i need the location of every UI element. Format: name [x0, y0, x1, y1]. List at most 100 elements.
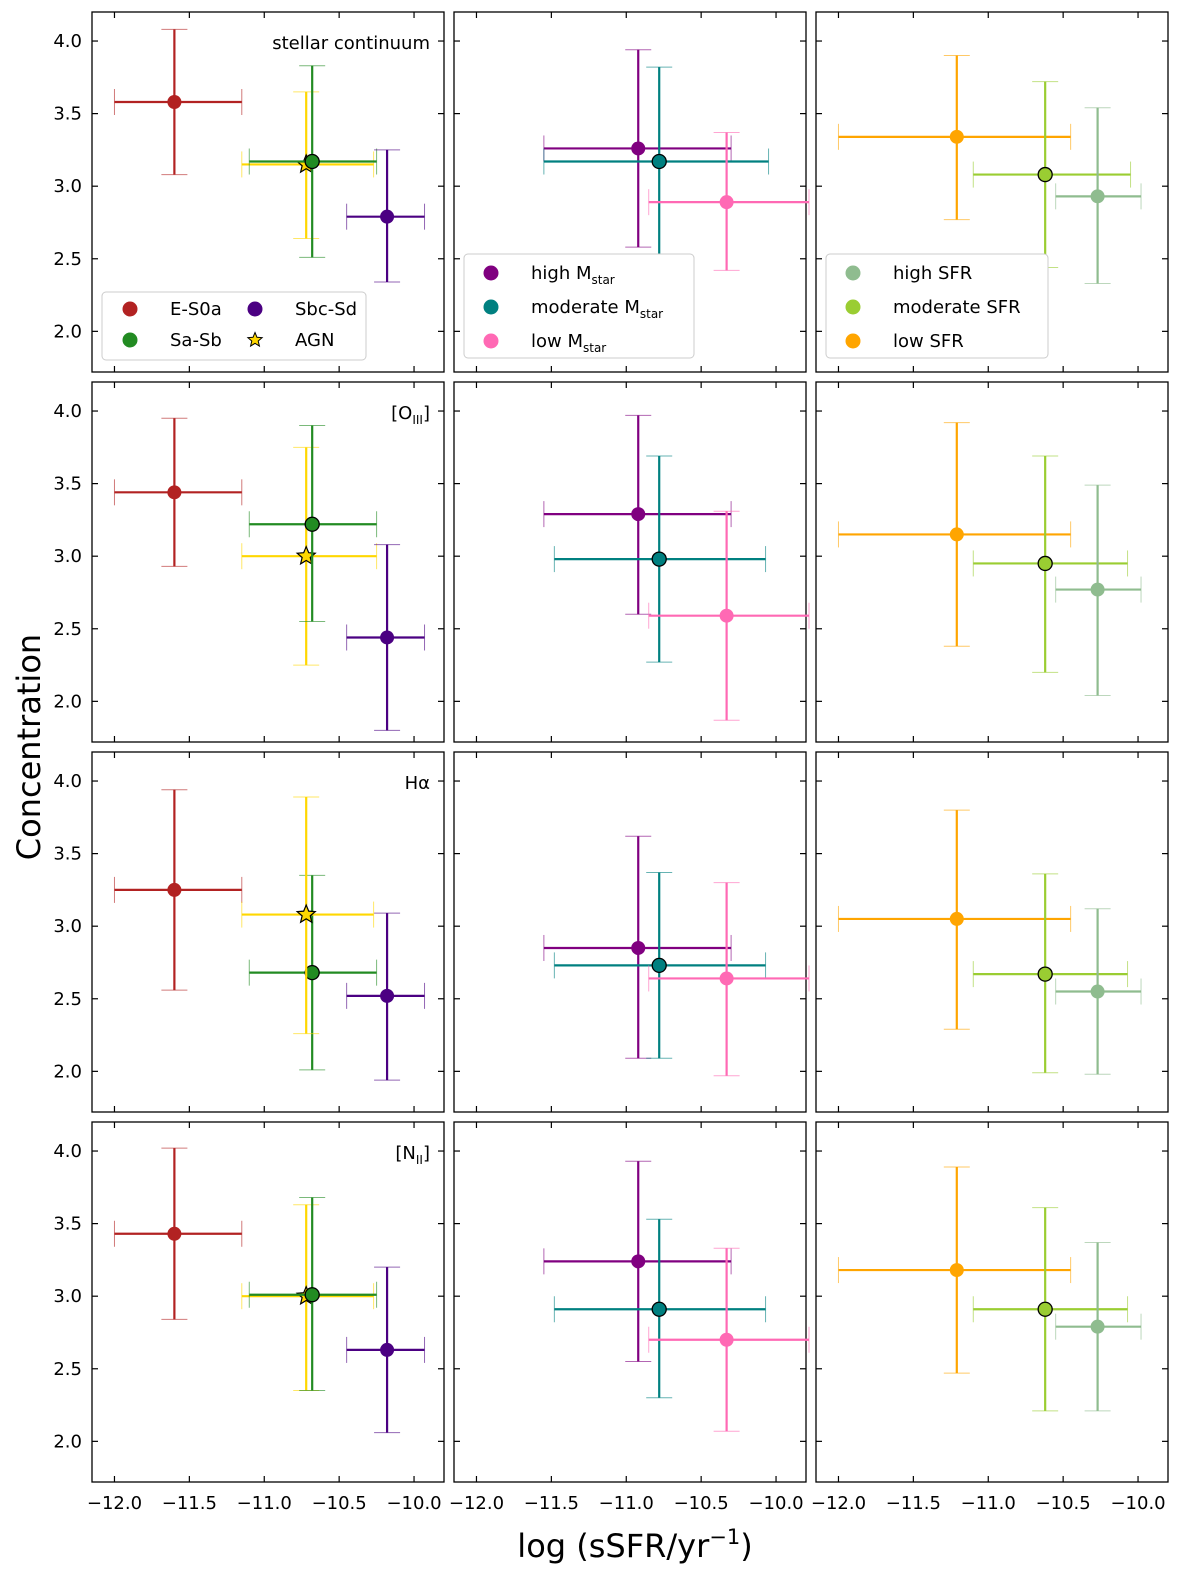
- x-tick-label: −10.5: [674, 1493, 729, 1514]
- x-tick-label: −11.5: [524, 1493, 579, 1514]
- legend-label-main: low M: [531, 331, 583, 352]
- legend-item-low_mstar: low Mstar: [483, 331, 606, 355]
- marker-circle: [949, 527, 964, 542]
- marker-circle: [719, 608, 734, 623]
- data-point-high_sfr: [1055, 107, 1142, 284]
- data-point-high_sfr: [1055, 908, 1142, 1075]
- marker-circle: [631, 940, 646, 955]
- row-label-main: [N: [395, 1143, 416, 1164]
- legend-label: Sbc-Sd: [295, 299, 357, 320]
- legend-label-main: high SFR: [893, 263, 972, 284]
- marker-circle: [167, 485, 182, 500]
- panel-frame: [91, 751, 445, 1113]
- row-label-close: ]: [423, 1143, 430, 1164]
- marker-circle: [167, 1226, 182, 1241]
- panel-r1-c1: 2.0 2.5 3.0 3.5 4.0 stellar continuum E-S0a Sbc…: [53, 11, 445, 373]
- data-point-moderate_mstar: [553, 455, 767, 663]
- legend-item-Sbc-Sd: Sbc-Sd: [247, 299, 357, 320]
- legend-marker: [483, 265, 499, 281]
- legend-marker: [845, 299, 861, 315]
- legend-item-AGN: AGN: [246, 330, 334, 351]
- data-point-Sbc-Sd: [346, 1266, 426, 1434]
- panel-r3-c2: [453, 751, 810, 1113]
- legend-morph: E-S0a Sbc-Sd Sa-Sb AGN: [101, 291, 367, 361]
- data-point-E-S0a: [113, 1147, 243, 1320]
- marker-star: [295, 903, 317, 924]
- marker-circle: [719, 1332, 734, 1347]
- legend-item-moderate_mstar: moderate Mstar: [483, 297, 663, 321]
- legend-label-main: low SFR: [893, 331, 964, 352]
- x-tick-label: −11.0: [599, 1493, 654, 1514]
- legend-label-sub: star: [592, 273, 615, 287]
- y-axis-label: Concentration: [10, 634, 48, 860]
- panel-r3-c3: [815, 751, 1169, 1113]
- panel-frame: [91, 11, 445, 373]
- data-point-low_sfr: [837, 55, 1072, 221]
- panel-frame: [453, 1121, 807, 1483]
- marker-circle: [651, 551, 667, 567]
- x-axis-label-exponent: −1: [709, 1525, 740, 1549]
- legend-frame: [101, 291, 367, 361]
- data-point-low_sfr: [837, 1166, 1072, 1374]
- x-tick-label: −10.0: [748, 1493, 803, 1514]
- legend-label: E-S0a: [170, 299, 222, 320]
- data-point-low_sfr: [837, 422, 1072, 647]
- y-tick-label: 2.0: [53, 1431, 82, 1452]
- data-point-Sbc-Sd: [346, 912, 426, 1081]
- x-tick-label: −12.0: [811, 1493, 866, 1514]
- row-label-main: Hα: [405, 773, 430, 794]
- panel-r2-c1: 2.0 2.5 3.0 3.5 4.0 [OIII]: [53, 381, 445, 743]
- y-tick-label: 2.5: [53, 619, 82, 640]
- panel-frame: [815, 11, 1169, 373]
- panel-r1-c3: high SFR moderate SFR low SFR: [815, 11, 1169, 373]
- legend-label-main: moderate SFR: [893, 297, 1021, 318]
- y-tick-label: 4.0: [53, 31, 82, 52]
- marker-circle: [304, 516, 320, 532]
- x-axis-label-close: ): [740, 1527, 752, 1565]
- marker-circle: [1037, 555, 1053, 572]
- legend-marker-star: [246, 331, 264, 348]
- legend-item-moderate_sfr: moderate SFR: [845, 297, 1021, 318]
- data-point-low_mstar: [648, 131, 810, 271]
- legend-label: high SFR: [893, 263, 972, 284]
- panel-r3-c1: 2.0 2.5 3.0 3.5 4.0 Hα: [53, 751, 445, 1113]
- data-point-Sa-Sb: [248, 65, 378, 258]
- y-tick-label: 3.5: [53, 1214, 82, 1235]
- row-label-main: [O: [391, 403, 412, 424]
- marker-circle: [719, 971, 734, 986]
- panel-frame: [91, 381, 445, 743]
- legend-label: low Mstar: [531, 331, 606, 355]
- y-tick-label: 2.5: [53, 249, 82, 270]
- y-tick-label: 3.5: [53, 104, 82, 125]
- data-point-AGN: [241, 446, 378, 666]
- data-point-E-S0a: [113, 28, 243, 176]
- y-tick-label: 3.0: [53, 546, 82, 567]
- x-axis-label: log (sSFR/yr−1): [517, 1525, 752, 1565]
- panel-frame: [815, 751, 1169, 1113]
- y-tick-label: 2.5: [53, 989, 82, 1010]
- panel-grid: 2.0 2.5 3.0 3.5 4.0 stellar continuum E-S0a Sbc…: [53, 11, 1169, 1514]
- legend-label: moderate SFR: [893, 297, 1021, 318]
- legend-frame: [825, 253, 1049, 359]
- marker-circle: [380, 988, 395, 1003]
- panel-frame: [815, 1121, 1169, 1483]
- data-point-E-S0a: [113, 417, 243, 567]
- data-point-high_mstar: [543, 1160, 732, 1363]
- panel-frame: [91, 1121, 445, 1483]
- legend-marker: [122, 332, 138, 348]
- data-point-low_sfr: [837, 809, 1072, 1030]
- legend-sfr: high SFR moderate SFR low SFR: [825, 253, 1049, 359]
- row-label: [OIII]: [391, 403, 430, 427]
- marker-circle: [1037, 1301, 1053, 1317]
- marker-circle: [167, 882, 182, 897]
- y-tick-label: 3.5: [53, 844, 82, 865]
- row-label-close: ]: [423, 403, 430, 424]
- data-point-moderate_sfr: [972, 455, 1129, 673]
- panel-r4-c2: −12.0 −11.5 −11.0 −10.5 −10.0: [449, 1121, 810, 1514]
- legend-marker: [483, 333, 499, 349]
- data-point-moderate_mstar: [543, 66, 770, 258]
- y-tick-label: 2.0: [53, 321, 82, 342]
- legend-marker: [483, 299, 499, 315]
- legend-label: moderate Mstar: [531, 297, 663, 321]
